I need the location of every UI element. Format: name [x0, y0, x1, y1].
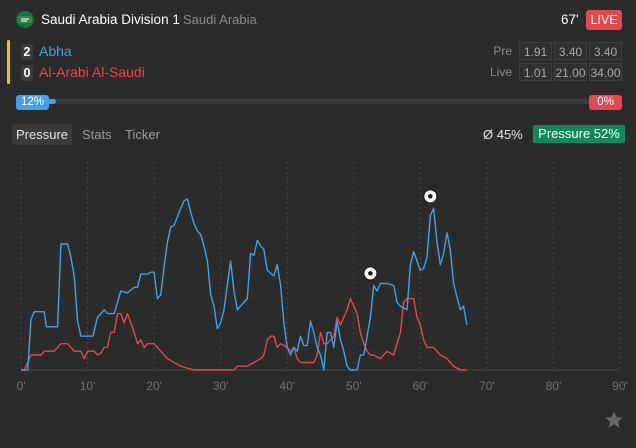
goal-ball-icon — [423, 189, 438, 204]
saudi-flag-icon — [16, 11, 34, 28]
tab-ticker[interactable]: Ticker — [125, 127, 160, 142]
goal-ball-icon — [363, 266, 378, 281]
tab-stats[interactable]: Stats — [82, 127, 112, 142]
match-status-bar — [7, 40, 10, 84]
league-title[interactable]: Saudi Arabia Division 1 — [41, 12, 180, 27]
win-probability-track — [16, 99, 622, 104]
x-tick-label: 0' — [17, 379, 26, 393]
league-country: Saudi Arabia — [183, 12, 257, 27]
odds-pre-home[interactable]: 1.91 — [519, 42, 552, 60]
favorite-star-icon[interactable] — [604, 410, 624, 430]
match-minute: 67' — [561, 12, 579, 27]
x-tick-label: 30' — [213, 379, 229, 393]
home-score: 2 — [21, 44, 33, 60]
x-tick-label: 70' — [479, 379, 495, 393]
x-tick-label: 80' — [546, 379, 562, 393]
pressure-chart: 0' 10' 20' 30' 40' 50' 60' 70' 80' 90' — [17, 162, 628, 393]
x-tick-label: 10' — [80, 379, 96, 393]
x-tick-label: 20' — [146, 379, 162, 393]
odds-live-away[interactable]: 34.00 — [589, 63, 622, 81]
series-line-al-arabi-al-saudi — [21, 297, 467, 371]
pressure-badge: Pressure 52% — [533, 125, 625, 143]
away-team-name[interactable]: Al-Arabi Al-Saudi — [39, 64, 145, 80]
home-team-name[interactable]: Abha — [39, 43, 72, 59]
away-probability-badge: 0% — [589, 95, 622, 110]
odds-live-home[interactable]: 1.01 — [519, 63, 552, 81]
odds-pre-label: Pre — [493, 44, 512, 58]
x-tick-label: 90' — [612, 379, 628, 393]
match-header: Saudi Arabia Division 1 Saudi Arabia 67'… — [0, 0, 636, 38]
series-line-abha — [21, 198, 468, 371]
x-tick-label: 50' — [346, 379, 362, 393]
away-score: 0 — [21, 65, 33, 81]
odds-pre-away[interactable]: 3.40 — [589, 42, 622, 60]
live-badge: LIVE — [586, 10, 622, 30]
odds-live-draw[interactable]: 21.00 — [554, 63, 587, 81]
x-tick-label: 40' — [279, 379, 295, 393]
x-tick-label: 60' — [413, 379, 429, 393]
odds-pre-draw[interactable]: 3.40 — [554, 42, 587, 60]
average-pressure: Ø 45% — [483, 127, 523, 142]
tab-pressure[interactable]: Pressure — [12, 124, 73, 145]
odds-live-label: Live — [489, 65, 512, 79]
home-probability-badge: 12% — [16, 95, 49, 110]
